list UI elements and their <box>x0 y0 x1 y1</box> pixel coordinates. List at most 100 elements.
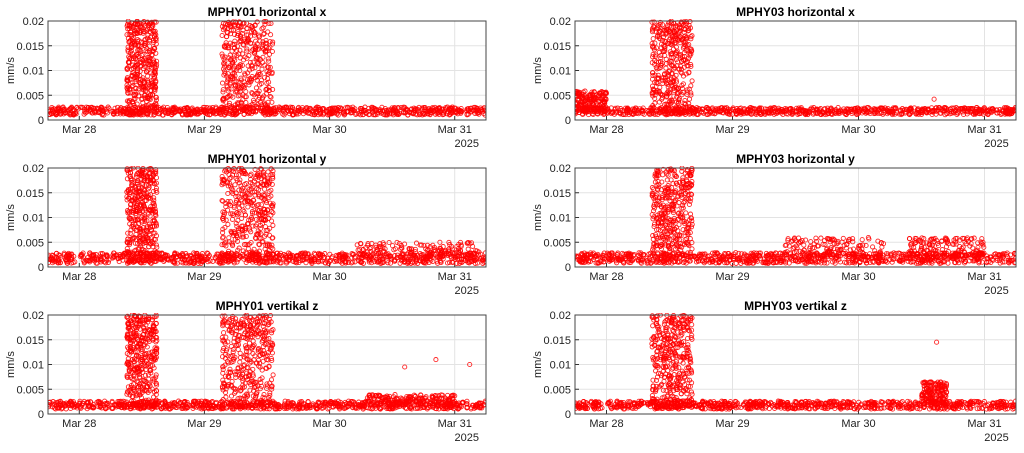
data-point <box>233 88 239 94</box>
data-point <box>894 110 900 116</box>
scatter-points <box>48 166 486 266</box>
data-point <box>440 112 446 118</box>
data-point <box>262 186 268 192</box>
data-point <box>671 29 678 35</box>
data-point <box>233 220 239 226</box>
data-point <box>124 240 130 246</box>
data-point <box>254 41 260 47</box>
data-point <box>149 64 155 70</box>
data-point <box>126 250 132 256</box>
data-point <box>148 195 154 201</box>
data-point <box>117 107 123 113</box>
data-point <box>148 234 154 241</box>
data-point <box>882 105 888 111</box>
data-point <box>662 108 668 114</box>
data-point <box>265 56 271 62</box>
data-point <box>652 111 658 118</box>
data-point <box>973 105 979 111</box>
data-point <box>929 111 935 118</box>
data-point <box>378 110 384 116</box>
data-point <box>253 236 259 242</box>
data-point <box>239 84 245 91</box>
data-point <box>235 257 241 263</box>
data-point <box>390 112 396 118</box>
data-point <box>828 105 834 111</box>
data-point <box>142 36 148 42</box>
data-point <box>673 111 679 117</box>
data-point <box>250 109 256 115</box>
data-point <box>194 106 200 112</box>
data-point <box>233 190 239 196</box>
data-point <box>816 107 823 113</box>
data-point <box>69 104 75 110</box>
y-tick-label: 0.02 <box>23 163 44 175</box>
data-point <box>245 111 252 117</box>
data-point <box>242 71 248 77</box>
data-point <box>149 52 155 58</box>
data-point <box>278 252 284 259</box>
data-point <box>807 106 813 113</box>
data-point <box>231 205 237 211</box>
data-point <box>187 253 193 259</box>
data-point <box>230 172 236 178</box>
data-point <box>679 82 685 88</box>
data-point <box>685 55 692 61</box>
data-point <box>351 108 357 114</box>
data-point <box>674 105 680 111</box>
data-point <box>885 109 891 115</box>
data-point <box>661 42 667 48</box>
data-point <box>730 107 736 113</box>
x-tick-label: Mar 31 <box>438 271 472 283</box>
data-point <box>259 66 265 72</box>
data-point <box>684 21 690 27</box>
data-point <box>259 45 265 51</box>
data-point <box>64 260 70 266</box>
data-point <box>134 59 140 65</box>
y-tick-label: 0.02 <box>23 16 44 28</box>
data-point <box>457 259 463 265</box>
data-point <box>68 256 74 262</box>
data-point <box>466 260 472 266</box>
data-point <box>145 186 151 192</box>
data-point <box>156 250 163 256</box>
data-point <box>366 111 373 117</box>
data-point <box>262 192 268 198</box>
data-point <box>220 66 227 72</box>
data-point <box>313 105 319 111</box>
data-point <box>219 32 225 39</box>
data-point <box>140 201 147 207</box>
data-point <box>265 64 271 70</box>
data-point <box>657 28 663 34</box>
data-point <box>327 109 333 115</box>
data-point <box>153 254 160 260</box>
data-point <box>151 180 157 186</box>
data-point <box>662 27 668 33</box>
data-point <box>210 109 216 116</box>
data-point <box>659 95 666 101</box>
data-point <box>620 111 626 118</box>
data-point <box>669 39 675 45</box>
data-point <box>408 109 414 115</box>
data-point <box>127 29 133 35</box>
data-point <box>254 54 260 60</box>
data-point <box>678 25 684 31</box>
data-point <box>682 42 689 48</box>
data-point <box>134 74 140 80</box>
data-point <box>649 108 655 114</box>
data-point <box>649 19 655 25</box>
data-point <box>232 82 239 88</box>
data-point <box>143 48 149 54</box>
data-point <box>135 37 141 43</box>
data-point <box>756 110 763 116</box>
data-point <box>229 240 235 246</box>
data-point <box>130 197 136 204</box>
data-point <box>137 171 143 177</box>
data-point <box>137 225 143 231</box>
data-point <box>139 90 145 96</box>
data-point <box>261 110 268 116</box>
data-point <box>253 223 259 229</box>
data-point <box>124 23 130 29</box>
data-point <box>249 189 255 195</box>
y-tick-label: 0.005 <box>16 90 44 102</box>
